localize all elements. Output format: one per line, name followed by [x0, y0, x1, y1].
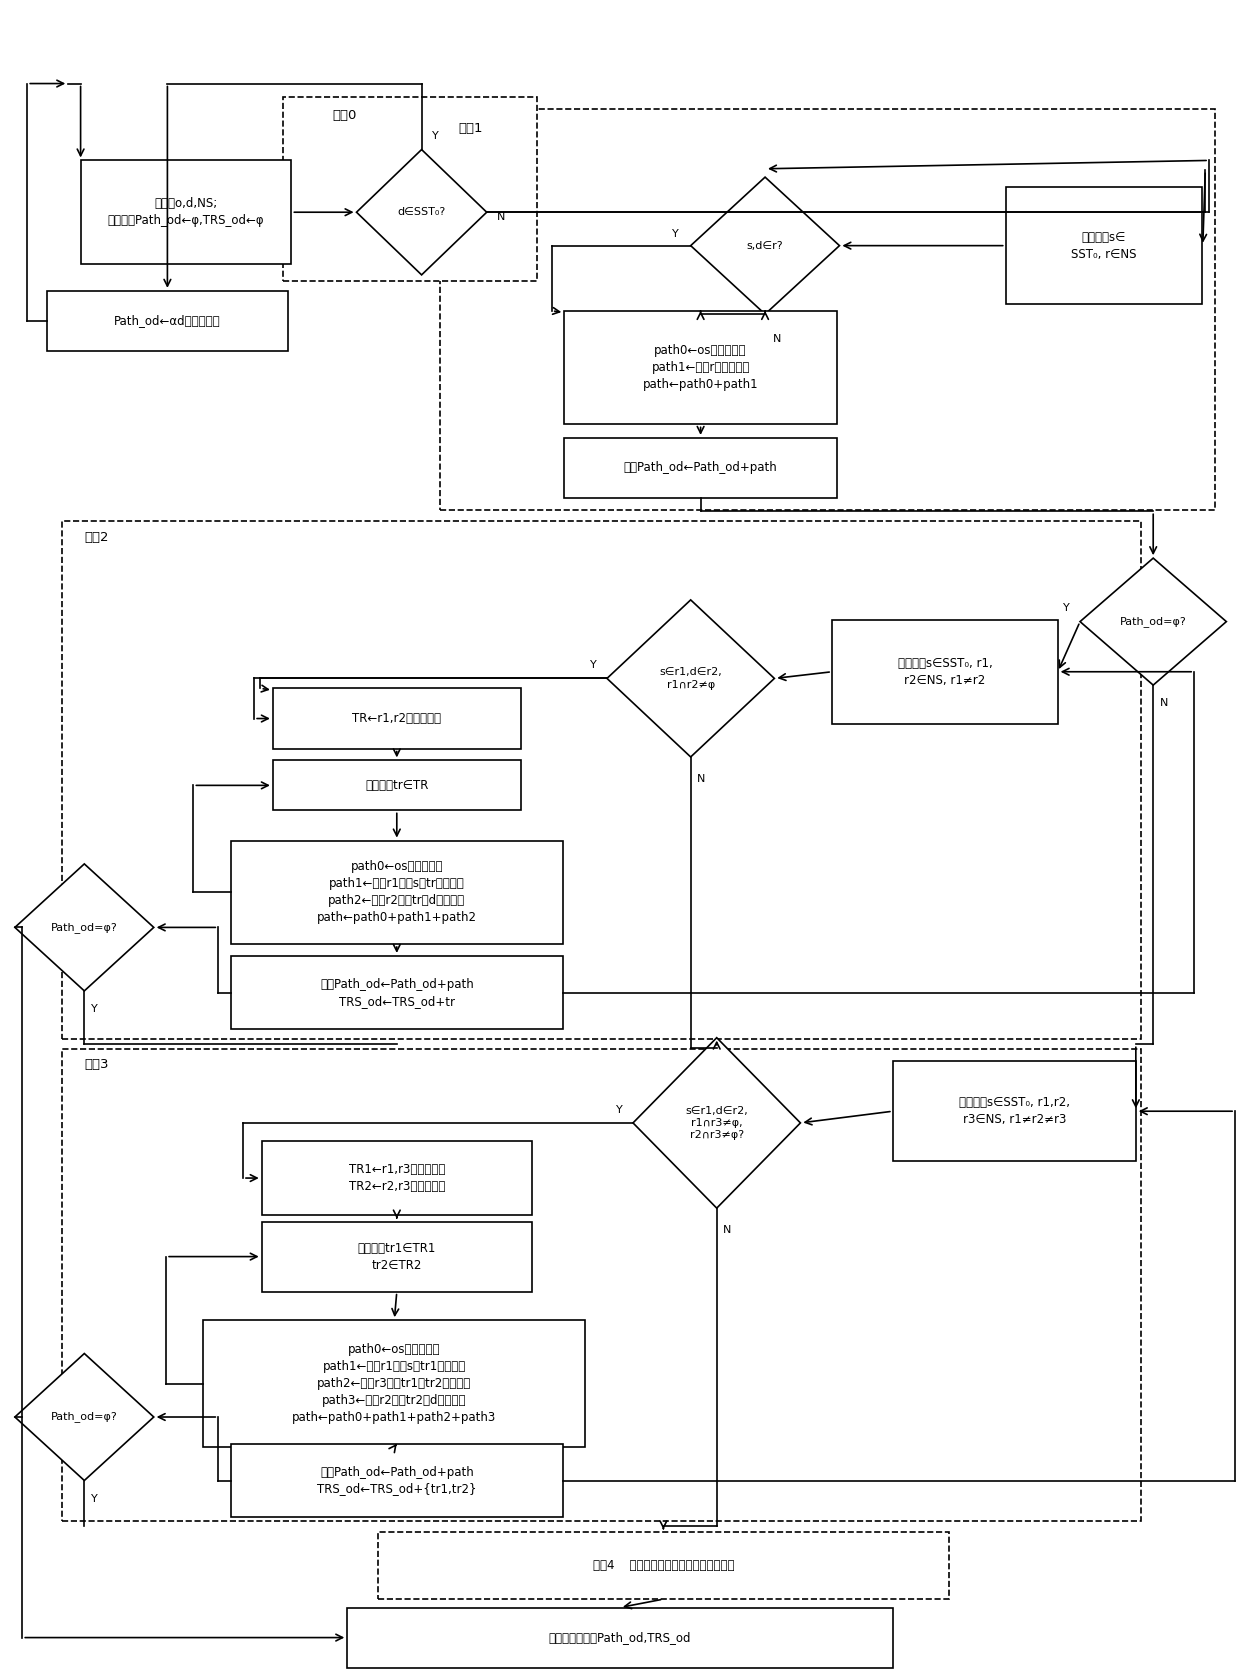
Text: Path_od←αd同步行路径: Path_od←αd同步行路径 [114, 314, 221, 328]
Text: 对于所有s∈
SST₀, r∈NS: 对于所有s∈ SST₀, r∈NS [1071, 231, 1136, 261]
Text: path0←os刷步行路径
path1←线路r1上从s到tr1的子路径
path2←线路r3上从tr1到tr2的子路径
path3←线路r2上从tr2到d的子路: path0←os刷步行路径 path1←线路r1上从s到tr1的子路径 path… [293, 1343, 496, 1424]
Text: 情景4    未服务需求，计算未服务需求总罚: 情景4 未服务需求，计算未服务需求总罚 [593, 1559, 734, 1572]
Text: s∈r1,d∈r2,
r1∩r3≠φ,
r2∩r3≠φ?: s∈r1,d∈r2, r1∩r3≠φ, r2∩r3≠φ? [686, 1106, 748, 1140]
Text: 对于所有tr1∈TR1
tr2∈TR2: 对于所有tr1∈TR1 tr2∈TR2 [357, 1242, 436, 1272]
Text: 情景2: 情景2 [84, 531, 109, 545]
FancyBboxPatch shape [440, 109, 1215, 510]
FancyBboxPatch shape [347, 1608, 893, 1668]
FancyBboxPatch shape [262, 1141, 532, 1215]
FancyBboxPatch shape [564, 311, 837, 424]
Polygon shape [608, 600, 774, 757]
Text: 对于所有s∈SST₀, r1,
r2∈NS, r1≠r2: 对于所有s∈SST₀, r1, r2∈NS, r1≠r2 [898, 657, 992, 687]
Text: N: N [697, 774, 706, 784]
FancyBboxPatch shape [62, 521, 1141, 1039]
Text: TR1←r1,r3相同的节点
TR2←r2,r3相同的节点: TR1←r1,r3相同的节点 TR2←r2,r3相同的节点 [348, 1163, 445, 1193]
Polygon shape [357, 150, 486, 274]
Text: 情景0: 情景0 [332, 109, 357, 122]
FancyBboxPatch shape [283, 97, 537, 281]
Polygon shape [691, 177, 839, 314]
FancyBboxPatch shape [273, 760, 521, 810]
FancyBboxPatch shape [564, 438, 837, 498]
Text: TR←r1,r2相同的节点: TR←r1,r2相同的节点 [352, 712, 441, 725]
Text: Y: Y [616, 1105, 622, 1115]
FancyBboxPatch shape [378, 1532, 949, 1599]
Text: path0←os刷步行路径
path1←线路r1上从s到tr的子路径
path2←线路r2上从tr到d的子路径
path←path0+path1+path2: path0←os刷步行路径 path1←线路r1上从s到tr的子路径 path2… [316, 861, 477, 924]
Text: Path_od=φ?: Path_od=φ? [1120, 617, 1187, 627]
Text: N: N [1159, 698, 1168, 709]
FancyBboxPatch shape [47, 291, 288, 351]
FancyBboxPatch shape [273, 688, 521, 749]
Text: N: N [723, 1225, 732, 1235]
FancyBboxPatch shape [231, 956, 563, 1029]
Text: Y: Y [91, 1494, 97, 1504]
Text: path0←os刷步行路径
path1←线路r上的子路径
path←path0+path1: path0←os刷步行路径 path1←线路r上的子路径 path←path0+… [642, 344, 759, 391]
FancyBboxPatch shape [893, 1061, 1136, 1161]
FancyBboxPatch shape [203, 1320, 585, 1447]
FancyBboxPatch shape [832, 620, 1058, 724]
Text: Y: Y [1064, 603, 1070, 613]
Text: Y: Y [91, 1004, 97, 1014]
Polygon shape [15, 1354, 154, 1481]
Text: Y: Y [590, 660, 598, 670]
FancyBboxPatch shape [231, 841, 563, 944]
Polygon shape [1080, 558, 1226, 685]
Text: Path_od=φ?: Path_od=φ? [51, 922, 118, 932]
Text: N: N [773, 334, 781, 344]
Polygon shape [15, 864, 154, 991]
Text: Y: Y [432, 132, 438, 142]
Text: 算法结束：输出Path_od,TRS_od: 算法结束：输出Path_od,TRS_od [549, 1631, 691, 1644]
Text: d∈SST₀?: d∈SST₀? [398, 207, 445, 217]
Text: Path_od=φ?: Path_od=φ? [51, 1412, 118, 1422]
FancyBboxPatch shape [81, 160, 291, 264]
FancyBboxPatch shape [262, 1222, 532, 1292]
Text: 更新Path_od←Path_od+path
TRS_od←TRS_od+tr: 更新Path_od←Path_od+path TRS_od←TRS_od+tr [320, 978, 474, 1008]
FancyBboxPatch shape [1006, 187, 1202, 304]
Polygon shape [632, 1038, 801, 1208]
Text: 情景1: 情景1 [459, 122, 484, 135]
Text: 更新Path_od←Path_od+path: 更新Path_od←Path_od+path [624, 461, 777, 475]
Text: Y: Y [672, 229, 678, 239]
FancyBboxPatch shape [62, 1049, 1141, 1521]
Text: s,d∈r?: s,d∈r? [746, 241, 784, 251]
Text: 更新Path_od←Path_od+path
TRS_od←TRS_od+{tr1,tr2}: 更新Path_od←Path_od+path TRS_od←TRS_od+{tr… [317, 1465, 476, 1496]
Text: 对于所有s∈SST₀, r1,r2,
r3∈NS, r1≠r2≠r3: 对于所有s∈SST₀, r1,r2, r3∈NS, r1≠r2≠r3 [959, 1096, 1070, 1126]
Text: 对于所有tr∈TR: 对于所有tr∈TR [365, 779, 429, 792]
Text: 输入：o,d,NS;
初始化：Path_od←φ,TRS_od←φ: 输入：o,d,NS; 初始化：Path_od←φ,TRS_od←φ [108, 197, 264, 227]
FancyBboxPatch shape [231, 1444, 563, 1517]
Text: 情景3: 情景3 [84, 1058, 109, 1071]
Text: s∈r1,d∈r2,
r1∩r2≠φ: s∈r1,d∈r2, r1∩r2≠φ [660, 667, 722, 690]
Text: N: N [496, 212, 505, 222]
